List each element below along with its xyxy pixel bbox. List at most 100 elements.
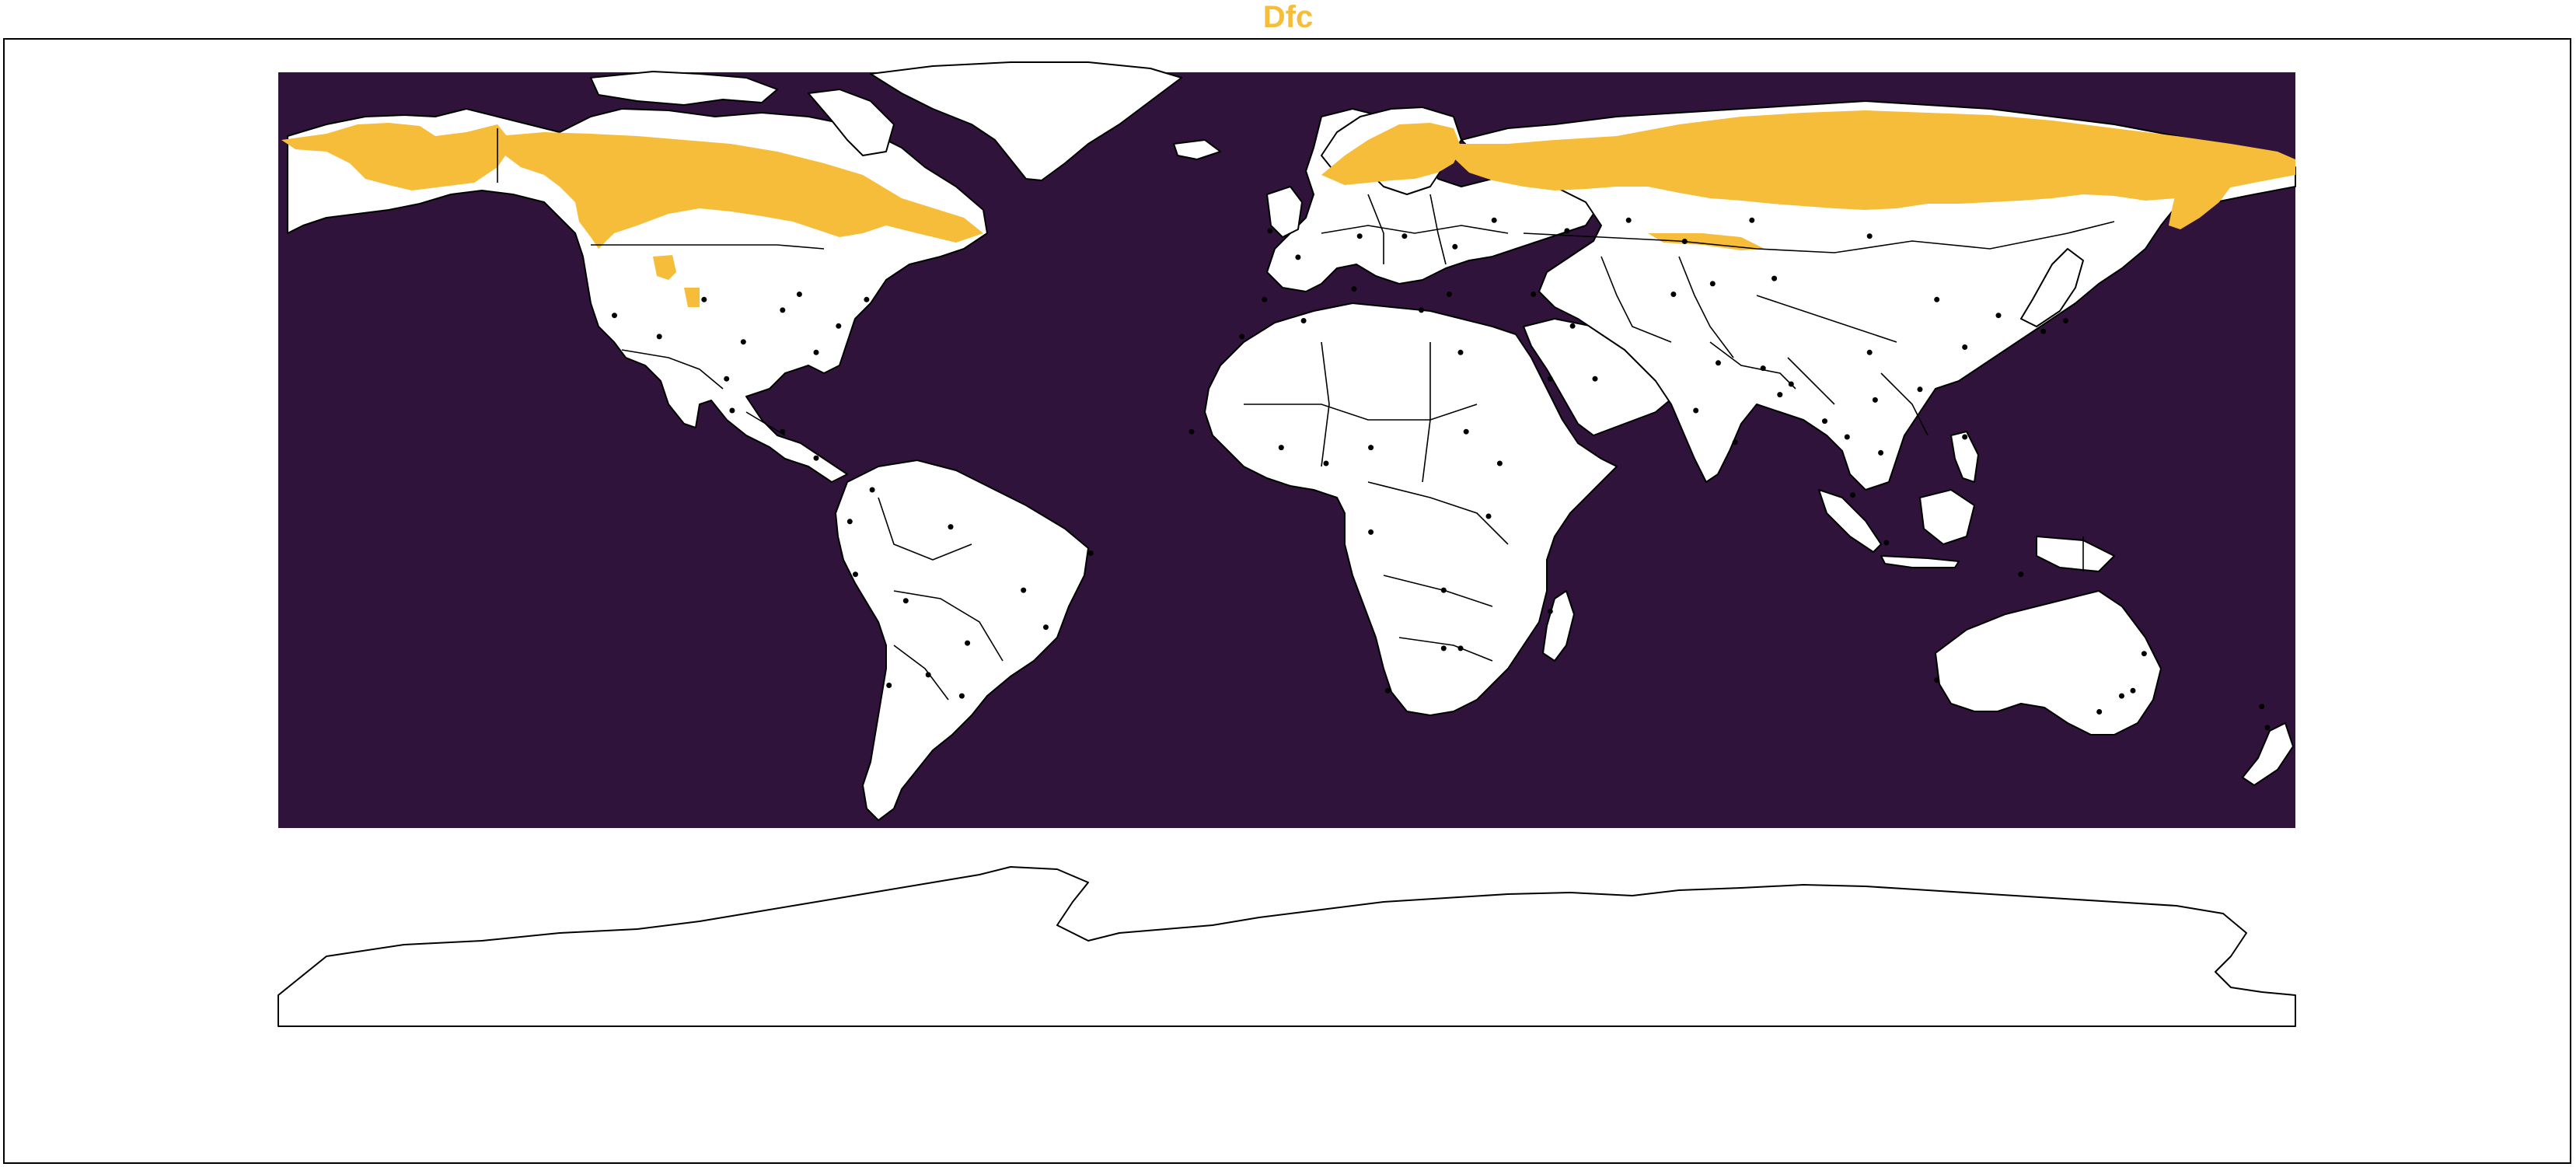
station-point <box>1771 275 1778 281</box>
station-point <box>1709 281 1716 287</box>
station-points <box>612 217 2271 731</box>
station-point <box>2264 725 2271 731</box>
arctic-islands <box>590 71 778 106</box>
station-point <box>724 376 730 382</box>
station-point <box>1883 540 1890 546</box>
japan <box>2020 248 2084 327</box>
border-sa-3 <box>893 645 949 701</box>
station-point <box>1777 392 1783 398</box>
africa-landmass <box>1204 302 1618 716</box>
station-point <box>1491 217 1497 223</box>
dfc-region-rocky-patch-2 <box>684 288 700 307</box>
station-point <box>2259 704 2265 710</box>
station-point <box>1278 445 1284 451</box>
station-point <box>1496 460 1503 466</box>
station-point <box>1866 233 1873 239</box>
station-point <box>1267 228 1273 234</box>
british-isles <box>1266 186 1303 238</box>
station-point <box>1681 239 1688 244</box>
border-sa-2 <box>893 590 1004 662</box>
station-point <box>1384 687 1391 694</box>
station-point <box>1457 645 1464 652</box>
station-point <box>1850 492 1855 498</box>
station-point <box>1716 360 1721 366</box>
station-point <box>2018 571 2024 578</box>
philippines <box>1950 431 1979 483</box>
station-point <box>1356 233 1363 239</box>
border-central-america <box>745 411 786 436</box>
station-point <box>1822 418 1827 425</box>
station-point <box>1934 677 1940 683</box>
station-point <box>1189 428 1195 435</box>
station-point <box>1440 587 1447 593</box>
station-point <box>965 640 971 646</box>
station-point <box>780 428 786 435</box>
border-africa-3 <box>1422 342 1431 483</box>
station-point <box>1693 407 1699 414</box>
station-point <box>2119 693 2124 699</box>
station-point <box>1569 323 1576 329</box>
station-point <box>1295 254 1301 260</box>
station-point <box>1547 376 1553 382</box>
station-point <box>1878 449 1884 456</box>
station-point <box>1962 434 1968 440</box>
station-point <box>1749 217 1755 223</box>
station-point <box>796 292 802 297</box>
border-asia-4 <box>1756 295 1897 343</box>
station-point <box>846 519 853 525</box>
station-point <box>836 323 842 329</box>
station-point <box>1368 529 1374 535</box>
station-point <box>1457 349 1464 355</box>
station-point <box>1485 513 1492 519</box>
station-point <box>948 524 954 530</box>
station-point <box>740 339 746 345</box>
station-point <box>656 334 662 340</box>
station-point <box>813 455 819 461</box>
station-point <box>729 407 735 414</box>
asia-landmass <box>1461 100 2296 491</box>
border-europe-2 <box>1367 194 1384 264</box>
station-point <box>1844 434 1850 440</box>
station-point <box>1262 296 1268 302</box>
station-point <box>869 487 875 493</box>
iceland <box>1173 139 1221 160</box>
border-africa-2 <box>1321 341 1330 467</box>
border-europe-1 <box>1321 225 1509 234</box>
station-point <box>1447 292 1452 297</box>
antarctica-landmass <box>277 866 2296 1027</box>
dfc-region-alaska-yukon <box>281 123 513 190</box>
border-us-mexico <box>621 349 724 390</box>
station-point <box>2063 318 2068 323</box>
border-asia-2 <box>1600 256 1672 343</box>
border-asia-3 <box>1678 256 1734 358</box>
station-point <box>1760 365 1766 372</box>
border-china-sea <box>1880 372 1929 436</box>
station-point <box>1934 296 1940 302</box>
station-point <box>1368 445 1374 451</box>
station-point <box>1419 307 1424 313</box>
indonesia-sumatra <box>1818 489 1882 553</box>
station-point <box>701 296 707 302</box>
station-point <box>925 672 931 678</box>
station-point <box>2040 328 2047 334</box>
border-asia-russia <box>1523 221 2115 253</box>
dfc-region-canada-boreal <box>497 132 983 249</box>
station-point <box>902 598 909 604</box>
station-point <box>1670 292 1677 297</box>
station-point <box>886 683 892 688</box>
station-point <box>1625 217 1632 223</box>
station-point <box>1592 376 1598 382</box>
new-zealand <box>2242 722 2294 786</box>
station-point <box>1917 386 1923 393</box>
map-title: Dfc <box>1262 0 1314 34</box>
greenland-landmass <box>870 61 1182 181</box>
border-africa-1 <box>1244 404 1478 421</box>
station-point <box>1732 439 1738 445</box>
station-point <box>1452 243 1458 250</box>
station-point <box>1043 624 1049 631</box>
station-point <box>1440 645 1447 652</box>
station-point <box>1463 428 1469 435</box>
land-layer <box>277 61 2296 1027</box>
australia-landmass <box>1935 590 2162 735</box>
